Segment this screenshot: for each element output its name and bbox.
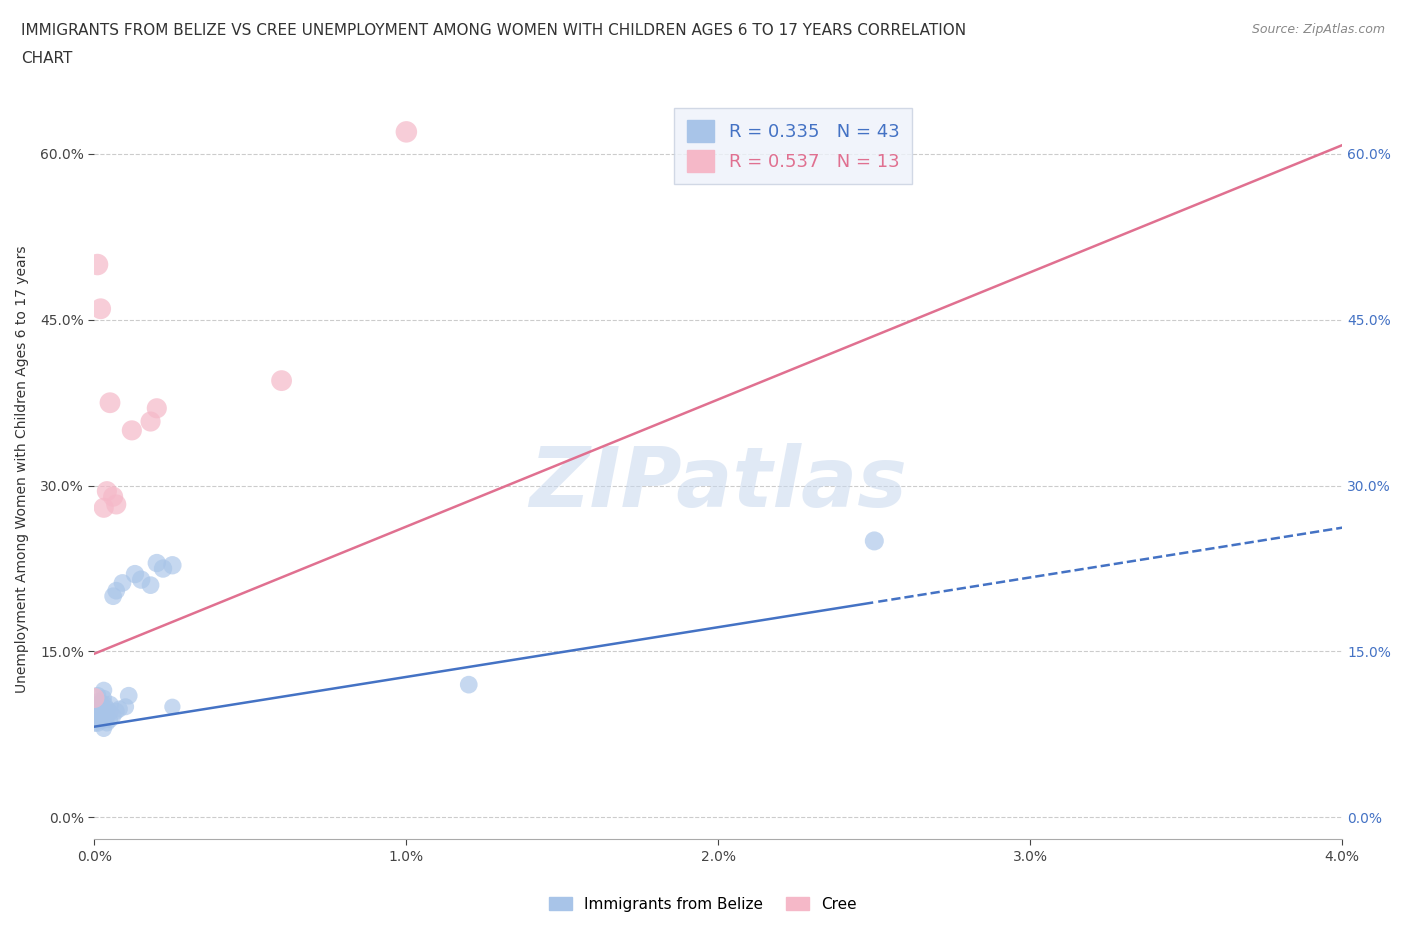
Point [457,677,479,692]
Point [162,699,184,714]
Point [118,688,141,703]
Point [146,555,169,570]
Point [86,694,108,709]
Point [90,696,112,711]
Point [111,576,134,591]
Point [86,688,108,703]
Point [93,698,115,712]
Point [105,497,128,512]
Point [93,722,115,737]
Point [395,125,418,140]
Point [124,566,146,581]
Point [86,716,108,731]
Point [96,708,118,723]
Point [93,690,115,705]
Point [114,699,136,714]
Point [101,708,124,723]
Point [96,716,118,731]
Point [98,395,121,410]
Point [83,690,105,705]
Legend: R = 0.335   N = 43, R = 0.537   N = 13: R = 0.335 N = 43, R = 0.537 N = 13 [675,108,912,184]
Point [93,683,115,698]
Point [90,707,112,722]
Text: Source: ZipAtlas.com: Source: ZipAtlas.com [1251,23,1385,36]
Point [152,561,174,576]
Point [93,705,115,720]
Point [83,711,105,725]
Text: CHART: CHART [21,51,73,66]
Point [96,484,118,498]
Point [105,583,128,598]
Point [108,701,131,716]
Point [98,712,121,727]
Point [90,701,112,716]
Point [83,699,105,714]
Point [86,711,108,725]
Point [101,489,124,504]
Point [90,712,112,727]
Point [139,578,162,592]
Point [101,589,124,604]
Point [83,705,105,720]
Point [96,701,118,716]
Point [86,257,108,272]
Point [105,704,128,719]
Point [129,572,152,587]
Point [86,705,108,720]
Text: ZIPatlas: ZIPatlas [530,444,907,525]
Point [121,423,143,438]
Point [139,414,162,429]
Point [270,373,292,388]
Y-axis label: Unemployment Among Women with Children Ages 6 to 17 years: Unemployment Among Women with Children A… [15,246,30,693]
Point [98,698,121,712]
Point [98,705,121,720]
Point [90,301,112,316]
Point [162,558,184,573]
Point [863,534,886,549]
Point [83,716,105,731]
Point [93,500,115,515]
Point [86,699,108,714]
Legend: Immigrants from Belize, Cree: Immigrants from Belize, Cree [543,890,863,918]
Point [93,712,115,727]
Text: IMMIGRANTS FROM BELIZE VS CREE UNEMPLOYMENT AMONG WOMEN WITH CHILDREN AGES 6 TO : IMMIGRANTS FROM BELIZE VS CREE UNEMPLOYM… [21,23,966,38]
Point [146,401,169,416]
